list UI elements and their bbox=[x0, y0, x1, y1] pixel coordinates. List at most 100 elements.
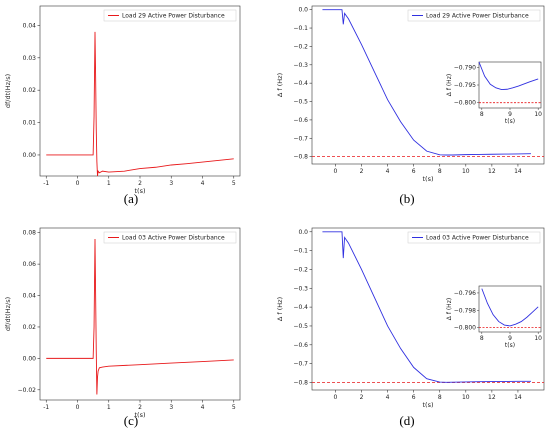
x-tick-label: 8 bbox=[438, 168, 442, 175]
legend-box bbox=[103, 9, 237, 22]
x-tick-label: -1 bbox=[43, 180, 49, 187]
y-tick-label: −0.4 bbox=[293, 304, 308, 311]
panel-b: 0 2 4 6 8 10 12 14 0.0 −0.1 −0.2 −0.3 −0.4 −0.5 −0.6 −0… bbox=[276, 5, 545, 206]
x-tick-label: 0 bbox=[334, 168, 338, 175]
x-tick-label: 8 bbox=[438, 394, 442, 401]
x-tick-label: 3 bbox=[169, 404, 173, 411]
y-tick-label: −0.4 bbox=[293, 80, 308, 87]
inset-x-tick-label: 10 bbox=[534, 111, 542, 118]
inset-x-tick-label: 8 bbox=[480, 335, 484, 342]
y-tick-label: −0.8 bbox=[293, 379, 308, 386]
inset-frame bbox=[478, 61, 542, 109]
y-tick-label: 0.0 bbox=[298, 229, 308, 236]
series-line bbox=[322, 9, 531, 156]
x-tick-label: 4 bbox=[201, 404, 205, 411]
x-tick-label: 10 bbox=[462, 394, 470, 401]
inset-x-tick-label: 9 bbox=[508, 111, 512, 118]
legend-label: Load 29 Active Power Disturbance bbox=[426, 13, 529, 20]
x-tick-label: 0 bbox=[334, 394, 338, 401]
y-tick-label: −0.5 bbox=[293, 323, 308, 330]
x-tick-label: 2 bbox=[360, 394, 364, 401]
inset-series-line bbox=[478, 61, 539, 91]
legend-box bbox=[103, 231, 237, 244]
x-tick-label: 6 bbox=[412, 168, 416, 175]
legend-label: Load 29 Active Power Disturbance bbox=[122, 13, 225, 20]
legend-box bbox=[407, 9, 541, 22]
x-tick-label: 4 bbox=[386, 394, 390, 401]
x-axis-label: t(s) bbox=[422, 401, 433, 409]
x-tick-label: 2 bbox=[360, 168, 364, 175]
inset-y-tick-label: −0.796 bbox=[454, 290, 476, 297]
series-line bbox=[46, 238, 234, 395]
panel-d: 0 2 4 6 8 10 12 14 0.0 −0.1 −0.2 −0.3 −0.4 −0.5 −0.6 −0… bbox=[276, 227, 545, 428]
y-axis-label: df/dt(Hz/s) bbox=[4, 297, 12, 331]
y-tick-label: −0.1 bbox=[293, 25, 308, 32]
x-tick-label: 12 bbox=[488, 394, 496, 401]
y-tick-label: −0.3 bbox=[293, 62, 308, 69]
x-tick-label: 0 bbox=[76, 404, 80, 411]
x-tick-label: 1 bbox=[107, 180, 111, 187]
x-tick-label: 5 bbox=[232, 404, 236, 411]
x-tick-label: 6 bbox=[412, 394, 416, 401]
y-tick-label: 0.00 bbox=[23, 152, 37, 159]
plot-frame bbox=[311, 227, 545, 391]
y-tick-label: 0.03 bbox=[23, 55, 37, 62]
inset-x-tick-label: 8 bbox=[480, 111, 484, 118]
y-tick-label: −0.5 bbox=[293, 99, 308, 106]
panel-caption: (b) bbox=[399, 191, 414, 206]
y-tick-label: −0.7 bbox=[293, 361, 308, 368]
y-tick-label: −0.1 bbox=[293, 248, 308, 255]
x-tick-label: 0 bbox=[76, 180, 80, 187]
panel-caption: (c) bbox=[124, 413, 138, 428]
y-tick-label: −0.7 bbox=[293, 135, 308, 142]
y-axis-label: df/dt(Hz/s) bbox=[4, 74, 12, 108]
plot-frame bbox=[39, 227, 241, 401]
y-axis-label: Δ f (Hz) bbox=[276, 73, 284, 97]
y-tick-label: −0.2 bbox=[293, 43, 308, 50]
x-tick-label: 1 bbox=[107, 404, 111, 411]
panel-a: -1 0 1 2 3 4 5 0.00 0.01 0.02 0.03 0.04 t(s) df/dt(Hz… bbox=[4, 5, 241, 206]
panel-caption: (a) bbox=[124, 191, 138, 206]
inset-frame bbox=[478, 285, 542, 333]
y-tick-label: 0.02 bbox=[23, 87, 37, 94]
x-tick-label: 2 bbox=[138, 404, 142, 411]
series-line bbox=[322, 231, 531, 383]
inset-y-tick-label: −0.800 bbox=[454, 325, 476, 332]
inset-x-axis-label: t(s) bbox=[505, 118, 515, 125]
legend-box bbox=[407, 231, 541, 244]
plot-frame bbox=[311, 5, 545, 165]
inset-y-tick-label: −0.795 bbox=[454, 82, 476, 89]
y-tick-label: 0.04 bbox=[23, 22, 37, 29]
panel-c: -1 0 1 2 3 4 5 −0.02 0.00 0.02 0.04 0.06 0.08 t(s) df/… bbox=[4, 227, 241, 428]
y-tick-label: 0.06 bbox=[23, 261, 37, 268]
x-tick-label: 14 bbox=[514, 394, 522, 401]
inset-y-axis-label: Δ f (Hz) bbox=[446, 74, 453, 96]
y-tick-label: 0.04 bbox=[23, 293, 37, 300]
y-tick-label: 0.02 bbox=[23, 324, 37, 331]
inset-y-tick-label: −0.800 bbox=[454, 100, 476, 107]
inset-series-line bbox=[481, 288, 539, 327]
y-tick-label: 0.08 bbox=[23, 230, 37, 237]
y-axis-label: Δ f (Hz) bbox=[276, 297, 284, 321]
x-tick-label: 14 bbox=[514, 168, 522, 175]
y-tick-label: 0.0 bbox=[298, 7, 308, 14]
y-tick-label: −0.3 bbox=[293, 285, 308, 292]
series-line bbox=[46, 31, 234, 177]
y-tick-label: −0.2 bbox=[293, 266, 308, 273]
inset-x-axis-label: t(s) bbox=[505, 342, 515, 349]
x-tick-label: 12 bbox=[488, 168, 496, 175]
y-tick-label: −0.8 bbox=[293, 154, 308, 161]
y-tick-label: −0.6 bbox=[293, 117, 308, 124]
x-tick-label: 2 bbox=[138, 180, 142, 187]
x-tick-label: 4 bbox=[386, 168, 390, 175]
x-axis-label: t(s) bbox=[134, 187, 145, 195]
y-tick-label: 0.01 bbox=[23, 120, 37, 127]
y-tick-label: 0.00 bbox=[23, 355, 37, 362]
x-tick-label: 5 bbox=[232, 180, 236, 187]
panel-caption: (d) bbox=[399, 413, 414, 428]
inset-x-tick-label: 10 bbox=[534, 335, 542, 342]
x-axis-label: t(s) bbox=[422, 175, 433, 183]
inset-y-tick-label: −0.798 bbox=[454, 307, 476, 314]
x-tick-label: 3 bbox=[169, 180, 173, 187]
